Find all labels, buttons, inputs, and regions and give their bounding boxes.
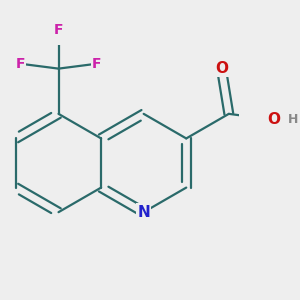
Text: F: F: [15, 57, 25, 71]
Text: F: F: [54, 23, 63, 37]
Text: O: O: [215, 61, 228, 76]
Text: N: N: [137, 205, 150, 220]
Text: F: F: [92, 57, 102, 71]
Text: O: O: [268, 112, 281, 127]
Text: H: H: [288, 113, 298, 126]
